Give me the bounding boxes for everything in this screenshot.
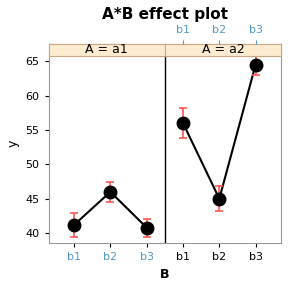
Text: A = a1: A = a1	[85, 43, 128, 56]
X-axis label: B: B	[160, 268, 170, 281]
Text: A = a2: A = a2	[202, 43, 244, 56]
Y-axis label: y: y	[7, 140, 20, 147]
Title: A*B effect plot: A*B effect plot	[102, 7, 228, 22]
Bar	[49, 44, 165, 56]
Bar	[165, 44, 281, 56]
